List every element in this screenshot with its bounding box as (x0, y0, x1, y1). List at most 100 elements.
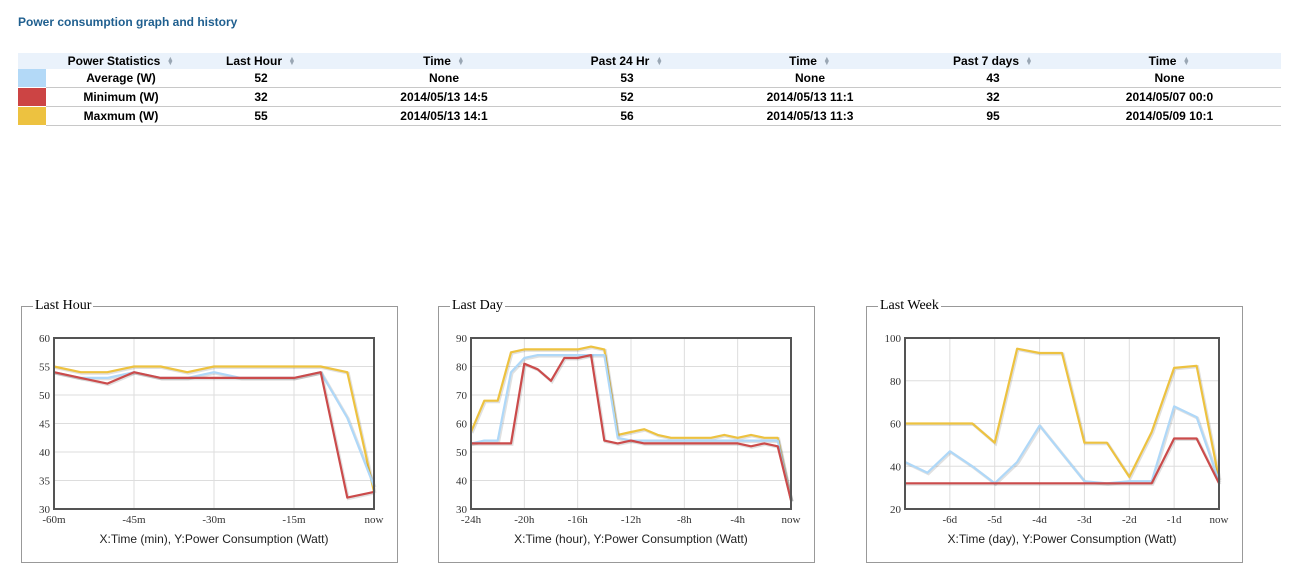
y-tick-label: 90 (456, 333, 468, 345)
last-week-chart: 20 40 60 80 100 -6d -5d -4d -3d -2d -1d now X:Time (… (885, 333, 1229, 546)
column-header-time-week[interactable]: Time ▲ ▼ (1058, 53, 1281, 69)
sort-icon[interactable]: ▲ ▼ (823, 55, 831, 67)
y-tick-label: 60 (890, 419, 902, 431)
plot-frame (470, 337, 792, 510)
y-tick-label: 80 (890, 376, 902, 388)
minimum-color-swatch (18, 87, 46, 107)
panel-legend: Last Day (450, 298, 505, 314)
y-tick-label: 55 (39, 362, 51, 374)
x-tick-label: -12h (621, 514, 642, 526)
x-tick-label: -8h (677, 514, 692, 526)
x-tick-label: -60m (42, 514, 66, 526)
series-line (905, 437, 1220, 485)
row-label: Minimum (W) (46, 87, 196, 107)
row-label: Average (W) (46, 69, 196, 88)
series-shadow (470, 346, 794, 502)
sort-icon[interactable]: ▲ ▼ (1025, 55, 1033, 67)
table-cell: 55 (196, 106, 326, 126)
x-tick-label: -15m (282, 514, 306, 526)
y-tick-label: 40 (39, 447, 51, 459)
table-cell: None (1058, 69, 1281, 88)
table-cell: None (692, 69, 928, 88)
table-cell: 32 (196, 87, 326, 107)
x-tick-label: -1d (1167, 514, 1182, 526)
x-tick-label: -6d (943, 514, 958, 526)
sort-icon[interactable]: ▲ ▼ (288, 55, 296, 67)
table-cell: 52 (196, 69, 326, 88)
last-day-chart: 30 40 50 60 70 80 90 -24h -20h -16h -12h -8h -4h now X… (456, 333, 801, 546)
y-tick-label: 60 (39, 333, 51, 345)
x-tick-label: -30m (202, 514, 226, 526)
table-cell: 2014/05/13 14:5 (326, 87, 562, 107)
sort-icon[interactable]: ▲ ▼ (1182, 55, 1190, 67)
table-cell: 53 (562, 69, 692, 88)
x-tick-label: now (365, 514, 384, 526)
series-shadow (472, 354, 794, 502)
x-tick-label: -4h (730, 514, 745, 526)
swatch-header (18, 53, 46, 69)
series-line (53, 365, 376, 493)
axis-caption: X:Time (day), Y:Power Consumption (Watt) (948, 532, 1177, 546)
sort-icon[interactable]: ▲ ▼ (655, 55, 663, 67)
column-header-past-24-hr[interactable]: Past 24 Hr ▲ ▼ (562, 53, 692, 69)
y-tick-label: 50 (456, 447, 468, 459)
table-cell: 2014/05/13 11:1 (692, 87, 928, 107)
table-cell: 43 (928, 69, 1058, 88)
table-cell: 95 (928, 106, 1058, 126)
y-tick-label: 30 (456, 504, 468, 516)
x-tick-label: -2d (1122, 514, 1137, 526)
series-line (904, 405, 1221, 485)
y-tick-label: 20 (890, 504, 902, 516)
y-tick-label: 40 (456, 476, 468, 488)
last-hour-chart: 30 35 40 45 50 55 60 -60m -45m -30m -15m now X:Time … (39, 333, 384, 546)
column-header-time-day[interactable]: Time ▲ ▼ (692, 53, 928, 69)
last-week-panel: Last Week 20 40 60 80 100 -6d -5d -4d -3d -2d -1d n… (866, 298, 1243, 563)
table-row-average: Average (W) 52 None 53 None 43 None (18, 69, 1281, 88)
x-tick-label: now (782, 514, 801, 526)
x-tick-label: -24h (461, 514, 482, 526)
page-title: Power consumption graph and history (18, 15, 238, 29)
y-tick-label: 70 (456, 390, 468, 402)
y-tick-label: 45 (39, 419, 51, 431)
average-color-swatch (18, 69, 46, 88)
series-line (53, 371, 375, 499)
column-header-past-7-days[interactable]: Past 7 days ▲ ▼ (928, 53, 1058, 69)
series-shadow (906, 438, 1222, 486)
y-tick-label: 80 (456, 362, 468, 374)
column-header-power-statistics[interactable]: Power Statistics ▲ ▼ (46, 53, 196, 69)
x-tick-label: now (1210, 514, 1229, 526)
last-hour-panel: Last Hour 30 35 40 45 50 55 60 -60m -45m -30m -15m… (21, 298, 398, 563)
series-shadow (54, 371, 377, 488)
series-line (905, 347, 1221, 480)
x-tick-label: -16h (568, 514, 589, 526)
sort-icon[interactable]: ▲ ▼ (457, 55, 465, 67)
table-cell: 2014/05/07 00:0 (1058, 87, 1281, 107)
series-line (471, 353, 793, 501)
last-day-panel: Last Day 30 40 50 60 70 80 90 -24h -20h -16h -12h -… (438, 298, 815, 563)
series-line (469, 345, 793, 501)
table-cell: 2014/05/09 10:1 (1058, 106, 1281, 126)
table-row-maximum: Maxmum (W) 55 2014/05/13 14:1 56 2014/05… (18, 106, 1281, 126)
series-shadow (471, 354, 794, 502)
series-shadow (54, 366, 377, 494)
row-label: Maxmum (W) (46, 106, 196, 126)
axis-caption: X:Time (min), Y:Power Consumption (Watt) (100, 532, 329, 546)
power-statistics-table: Power Statistics ▲ ▼ Last Hour ▲ ▼ Time ▲ ▼ Pa… (18, 53, 1281, 126)
table-header-row: Power Statistics ▲ ▼ Last Hour ▲ ▼ Time ▲ ▼ Pa… (18, 53, 1281, 69)
x-tick-label: -45m (122, 514, 146, 526)
series-shadow (54, 371, 376, 501)
panel-legend: Last Hour (33, 298, 94, 314)
plot-frame (53, 337, 375, 510)
table-cell: 56 (562, 106, 692, 126)
axis-caption: X:Time (hour), Y:Power Consumption (Watt… (514, 532, 748, 546)
column-header-time-hour[interactable]: Time ▲ ▼ (326, 53, 562, 69)
x-tick-label: -5d (987, 514, 1002, 526)
column-header-last-hour[interactable]: Last Hour ▲ ▼ (196, 53, 326, 69)
plot-frame (904, 337, 1220, 510)
panel-legend: Last Week (878, 298, 941, 314)
sort-icon[interactable]: ▲ ▼ (166, 55, 174, 67)
table-cell: 52 (562, 87, 692, 107)
x-tick-label: -4d (1032, 514, 1047, 526)
table-cell: None (326, 69, 562, 88)
table-cell: 2014/05/13 14:1 (326, 106, 562, 126)
